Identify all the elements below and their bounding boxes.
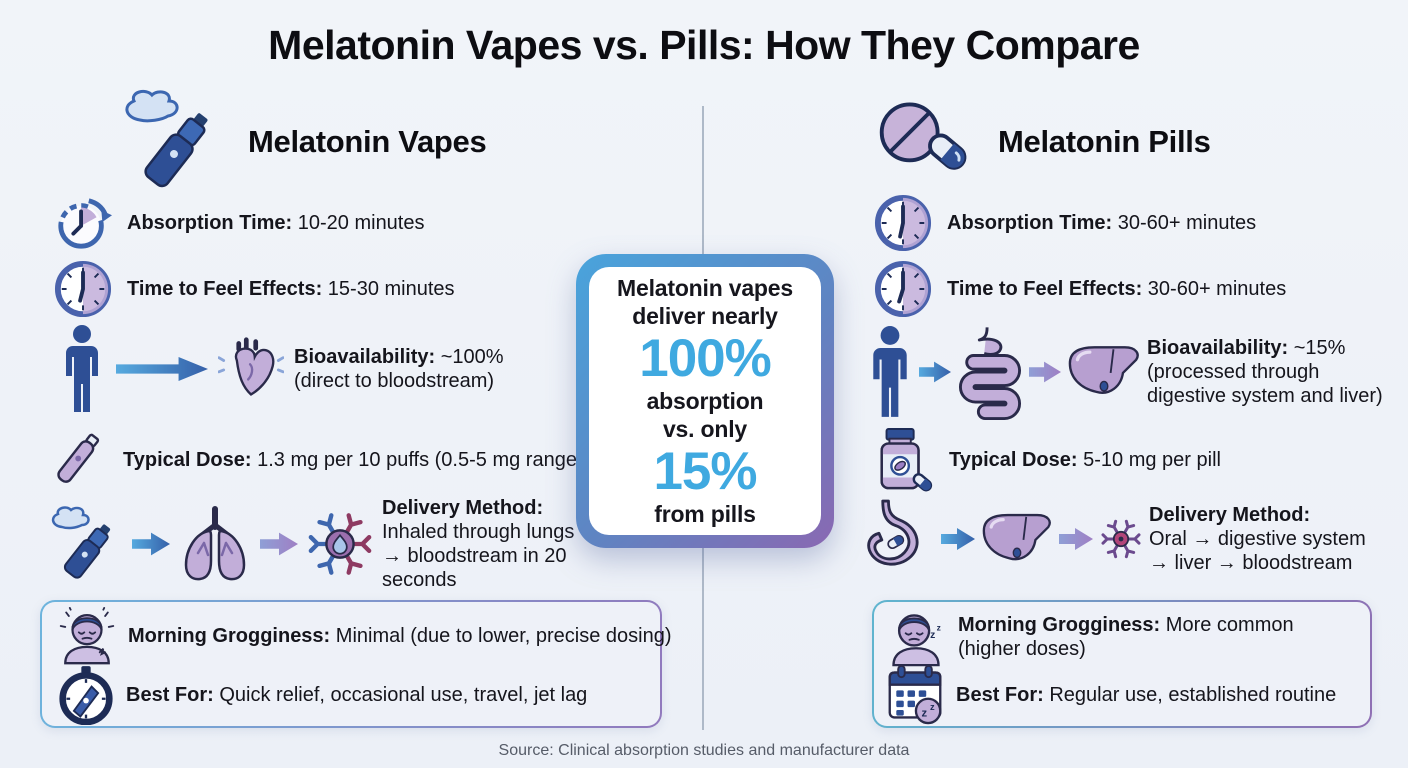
arrow-right-icon <box>260 530 298 558</box>
svg-text:z: z <box>937 622 941 632</box>
vapes-title: Melatonin Vapes <box>248 124 487 159</box>
liver-icon <box>982 512 1052 566</box>
arrow-right-icon <box>919 359 951 385</box>
vape-effects-row: Time to Feel Effects: 15-30 minutes <box>54 260 455 318</box>
svg-text:z: z <box>930 630 935 641</box>
dose-value: 5-10 mg per pill <box>1083 449 1221 471</box>
absorption-value: 30-60+ minutes <box>1117 212 1257 234</box>
grogginess-label: Morning Grogginess: <box>958 614 1161 636</box>
svg-text:z: z <box>930 702 935 712</box>
vape-smoke-icon <box>42 505 124 583</box>
clock-icon <box>874 194 932 252</box>
clock-icon <box>874 260 932 318</box>
bioavailability-label: Bioavailability: <box>1147 337 1289 359</box>
absorption-label: Absorption Time: <box>947 212 1113 234</box>
bestfor-label: Best For: <box>126 684 214 706</box>
callout-line5: from pills <box>654 501 756 528</box>
compass-icon <box>58 665 114 725</box>
calendar-icon: z z <box>886 664 944 726</box>
effects-label: Time to Feel Effects: <box>127 278 323 300</box>
pill-grogginess-row: z z Morning Grogginess: More common (hig… <box>886 607 1358 667</box>
svg-text:z: z <box>922 708 928 720</box>
effects-value: 15-30 minutes <box>327 278 455 300</box>
heart-icon <box>218 334 284 404</box>
delivery-value: Oral → digestive system → liver → bloods… <box>1149 528 1366 574</box>
bioavailability-value: ~100% (direct to bloodstream) <box>294 346 504 392</box>
bestfor-value: Quick relief, occasional use, travel, je… <box>219 684 588 706</box>
grogginess-value: More common (higher doses) <box>958 614 1294 660</box>
pill-bestfor-row: z z Best For: Regular use, established r… <box>886 664 1337 726</box>
pills-summary-box: z z Morning Grogginess: More common (hig… <box>872 600 1372 728</box>
vape-device-icon <box>112 88 230 196</box>
callout-line3: absorption <box>646 387 764 414</box>
bioavailability-label: Bioavailability: <box>294 346 436 368</box>
bestfor-label: Best For: <box>956 684 1044 706</box>
pill-effects-row: Time to Feel Effects: 30-60+ minutes <box>874 260 1286 318</box>
pills-icon <box>874 98 980 186</box>
pill-delivery-row: Delivery Method: Oral → digestive system … <box>860 498 1367 580</box>
vapes-header: Melatonin Vapes <box>112 88 487 196</box>
vapes-summary-box: Morning Grogginess: Minimal (due to lowe… <box>40 600 671 728</box>
key-stat-callout: Melatonin vapes deliver nearly 100% abso… <box>576 254 834 548</box>
clock-icon <box>54 260 112 318</box>
bloodstream-icon <box>1100 516 1142 562</box>
callout-stat-100: 100% <box>639 328 772 388</box>
effects-value: 30-60+ minutes <box>1147 278 1287 300</box>
callout-line4: vs. only <box>662 416 748 443</box>
bioavailability-value: ~15% (processed through digestive system… <box>1147 337 1383 407</box>
vape-dose-row: Typical Dose: 1.3 mg per 10 puffs (0.5-5… <box>46 428 584 492</box>
sleepy-face-icon: z z <box>886 607 946 667</box>
grogginess-value: Minimal (due to lower, precise dosing) <box>335 625 672 647</box>
bloodstream-icon <box>306 510 374 578</box>
source-note: Source: Clinical absorption studies and … <box>498 742 910 759</box>
page-title: Melatonin Vapes vs. Pills: How They Comp… <box>268 22 1140 68</box>
absorption-label: Absorption Time: <box>127 212 293 234</box>
arrow-right-icon <box>116 354 208 384</box>
vape-delivery-row: Delivery Method: Inhaled through lungs → … <box>42 496 594 592</box>
delivery-label: Delivery Method: <box>1149 504 1311 526</box>
dose-label: Typical Dose: <box>123 449 252 471</box>
delivery-value: Inhaled through lungs → bloodstream in 2… <box>382 521 575 591</box>
arrow-right-icon <box>1059 526 1093 552</box>
pills-header: Melatonin Pills <box>874 98 1211 186</box>
stomach-icon <box>860 498 934 580</box>
pill-absorption-row: Absorption Time: 30-60+ minutes <box>874 194 1256 252</box>
person-icon <box>868 325 912 419</box>
vape-bestfor-row: Best For: Quick relief, occasional use, … <box>58 665 588 725</box>
dose-label: Typical Dose: <box>949 449 1078 471</box>
bestfor-value: Regular use, established routine <box>1049 684 1337 706</box>
lungs-icon <box>178 505 252 583</box>
stopwatch-icon <box>54 194 112 252</box>
pills-title: Melatonin Pills <box>998 124 1211 159</box>
vape-grogginess-row: Morning Grogginess: Minimal (due to lowe… <box>58 607 672 665</box>
delivery-label: Delivery Method: <box>382 497 544 519</box>
absorption-value: 10-20 minutes <box>297 212 425 234</box>
dose-value: 1.3 mg per 10 puffs (0.5-5 mg range) <box>257 449 584 471</box>
vape-absorption-row: Absorption Time: 10-20 minutes <box>54 194 425 252</box>
liver-icon <box>1068 343 1140 401</box>
pill-dose-row: Typical Dose: 5-10 mg per pill <box>872 426 1221 494</box>
effects-label: Time to Feel Effects: <box>947 278 1143 300</box>
person-icon <box>58 324 106 414</box>
callout-stat-15: 15% <box>653 442 757 502</box>
grogginess-label: Morning Grogginess: <box>128 625 331 647</box>
pill-bottle-icon <box>872 426 934 494</box>
arrow-right-icon <box>941 526 975 552</box>
callout-line1: Melatonin vapes <box>617 274 793 301</box>
arrow-right-icon <box>132 530 170 558</box>
arrow-right-icon <box>1029 359 1061 385</box>
callout-line2: deliver nearly <box>632 302 778 329</box>
groggy-face-icon <box>58 607 116 665</box>
vape-pen-icon <box>46 428 108 492</box>
pill-bioavailability-row: Bioavailability: ~15% (processed through… <box>868 324 1392 420</box>
digestive-tract-icon <box>958 324 1022 420</box>
vape-bioavailability-row: Bioavailability: ~100% (direct to bloods… <box>58 324 522 414</box>
